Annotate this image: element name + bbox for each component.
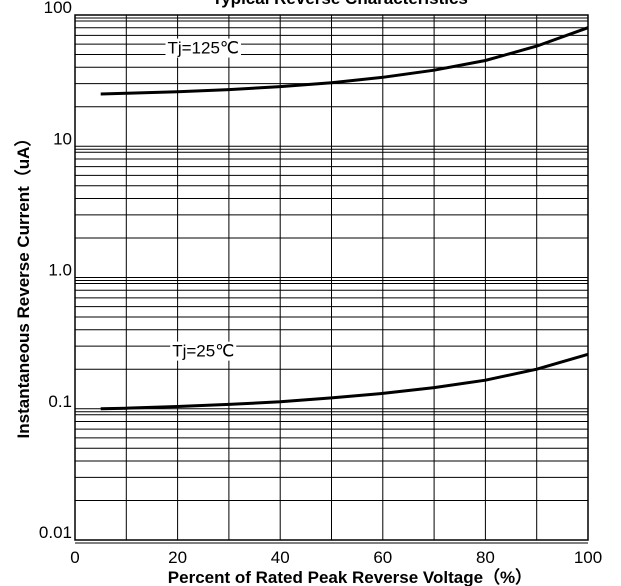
curve-label: Tj=25℃ <box>172 342 234 361</box>
y-tick-label: 10 <box>53 129 72 148</box>
x-tick-label: 80 <box>476 548 495 567</box>
y-tick-labels: 0.01 0.1 1.0 10 100 <box>39 0 72 542</box>
curve-label-background <box>165 38 242 58</box>
y-tick-label: 0.1 <box>48 392 72 411</box>
x-tick-labels: 0 20 40 60 80 100 <box>70 548 602 567</box>
chart-title: Typical Reverse Characteristics <box>212 0 468 8</box>
x-tick-label: 0 <box>70 548 79 567</box>
y-tick-label: 1.0 <box>48 261 72 280</box>
annotations: Tj=125℃ Tj=25℃ <box>165 38 242 361</box>
y-tick-label: 0.01 <box>39 523 72 542</box>
x-axis-title: Percent of Rated Peak Reverse Voltage（%） <box>168 567 532 586</box>
curve-label-background <box>170 341 237 361</box>
plot-frame <box>74 14 589 541</box>
series-line <box>100 352 589 411</box>
curves <box>100 26 589 411</box>
y-axis-title: Instantaneous Reverse Current（uA） <box>13 130 33 439</box>
grid <box>74 14 589 544</box>
x-tick-label: 40 <box>271 548 290 567</box>
curve-label: Tj=125℃ <box>167 39 239 58</box>
x-tick-label: 100 <box>574 548 602 567</box>
x-tick-label: 60 <box>373 548 392 567</box>
x-tick-label: 20 <box>168 548 187 567</box>
series-line <box>100 26 589 96</box>
y-tick-label: 100 <box>44 0 72 17</box>
